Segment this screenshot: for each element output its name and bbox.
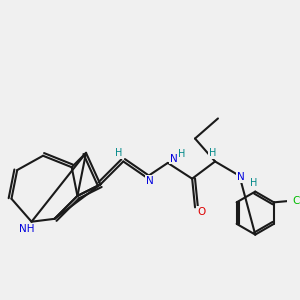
Text: N: N xyxy=(146,176,154,186)
Text: NH: NH xyxy=(20,224,35,234)
Text: O: O xyxy=(197,207,206,217)
Text: H: H xyxy=(178,149,186,159)
Text: H: H xyxy=(250,178,257,188)
Text: H: H xyxy=(208,148,216,158)
Text: N: N xyxy=(237,172,245,182)
Text: Cl: Cl xyxy=(292,196,300,206)
Text: N: N xyxy=(169,154,177,164)
Text: H: H xyxy=(115,148,123,158)
